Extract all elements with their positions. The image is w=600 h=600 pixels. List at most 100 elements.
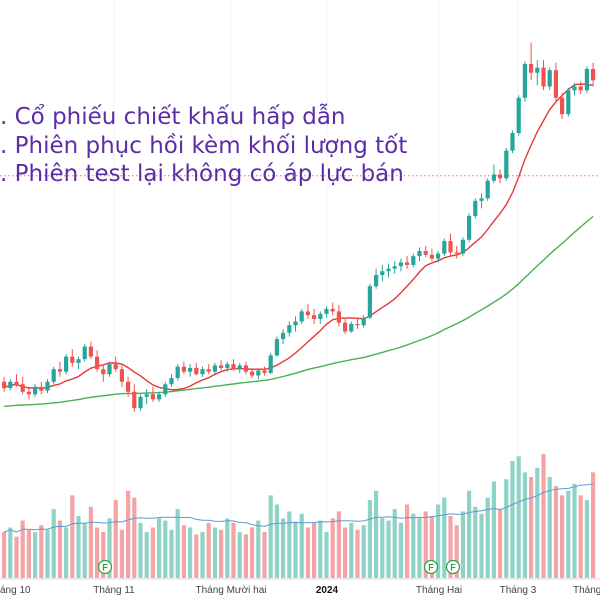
volume-bar <box>88 506 93 578</box>
volume-bar <box>460 511 465 578</box>
event-flag-3[interactable]: F <box>445 559 461 575</box>
candle-body <box>181 366 186 372</box>
candle-body <box>591 68 596 81</box>
volume-bar <box>293 522 298 578</box>
volume-bar <box>529 476 534 578</box>
volume-bar <box>336 511 341 578</box>
volume-bar <box>473 506 478 578</box>
candle-body <box>324 308 329 314</box>
candle-body <box>64 356 69 372</box>
volume-bar <box>70 495 75 578</box>
volume-bar <box>380 518 385 578</box>
candle-body <box>498 174 503 179</box>
volume-bar <box>231 522 236 578</box>
volume-bar <box>64 527 69 578</box>
volume-bar <box>76 516 81 578</box>
candle-body <box>138 396 143 409</box>
candle-body <box>479 198 484 201</box>
volume-bar <box>491 481 496 578</box>
candle-body <box>547 70 552 87</box>
volume-bar <box>330 518 335 578</box>
candle-body <box>541 67 546 87</box>
volume-bar <box>144 532 149 578</box>
candle-body <box>169 377 174 385</box>
volume-bar <box>107 518 112 578</box>
volume-bar <box>250 527 255 578</box>
candle-body <box>126 381 131 392</box>
candle-body <box>51 369 56 382</box>
volume-bar <box>318 520 323 578</box>
volume-bar <box>26 529 31 578</box>
candle-body <box>553 70 558 98</box>
candle-body <box>113 364 118 370</box>
volume-bar <box>119 529 124 578</box>
candle-body <box>535 67 540 73</box>
candle-body <box>45 381 50 391</box>
volume-bar <box>504 479 509 578</box>
candle-body <box>392 266 397 269</box>
candle-body <box>423 251 428 255</box>
volume-bar <box>485 497 490 578</box>
candle-body <box>355 323 360 326</box>
candle-body <box>417 251 422 257</box>
candle-body <box>119 369 124 382</box>
volume-bars <box>1 454 596 578</box>
event-flag-2[interactable]: F <box>423 559 439 575</box>
annotation-1: . Cổ phiếu chiết khấu hấp dẫn <box>0 102 346 130</box>
volume-bar <box>535 467 540 578</box>
candlesticks <box>1 42 596 412</box>
candle-body <box>343 322 348 332</box>
volume-bar <box>163 520 168 578</box>
volume-bar <box>572 483 577 578</box>
candle-body <box>522 63 527 98</box>
candle-body <box>349 323 354 332</box>
candle-body <box>200 369 205 375</box>
candle-body <box>76 359 81 363</box>
candle-body <box>20 384 25 392</box>
candle-body <box>225 364 230 368</box>
candle-body <box>485 180 490 199</box>
volume-bar <box>188 527 193 578</box>
event-flag-1[interactable]: F <box>97 559 113 575</box>
volume-bar <box>361 525 366 578</box>
volume-bar <box>479 513 484 578</box>
ma-short-line <box>3 83 594 391</box>
volume-bar <box>436 504 441 578</box>
candle-body <box>101 369 106 375</box>
volume-bar <box>219 529 224 578</box>
volume-bar <box>212 527 217 578</box>
volume-bar <box>312 522 317 578</box>
candle-body <box>336 311 341 323</box>
candle-body <box>8 381 13 389</box>
ma-long-line <box>4 215 594 408</box>
candle-body <box>429 254 434 259</box>
candle-body <box>305 311 310 316</box>
candle-body <box>361 317 366 326</box>
x-tick-label: Tháng 11 <box>93 585 135 596</box>
flag-icon: F <box>102 563 108 573</box>
candle-body <box>312 315 317 319</box>
volume-bar <box>374 490 379 578</box>
candle-body <box>491 174 496 181</box>
candle-body <box>250 371 255 376</box>
volume-bar <box>138 522 143 578</box>
volume-bar <box>584 499 589 578</box>
volume-bar <box>20 520 25 578</box>
candle-body <box>150 394 155 400</box>
volume-bar <box>560 495 565 578</box>
candle-body <box>367 286 372 318</box>
candle-body <box>219 365 224 368</box>
candle-body <box>374 274 379 287</box>
volume-bar <box>256 520 261 578</box>
candle-body <box>157 394 162 400</box>
volume-bar <box>95 527 100 578</box>
volume-bar <box>448 516 453 578</box>
volume-bar <box>51 509 56 578</box>
candle-body <box>88 346 93 357</box>
volume-bar <box>522 472 527 578</box>
volume-bar <box>498 509 503 578</box>
candle-body <box>516 97 521 134</box>
x-tick-label: Tháng Mười hai <box>195 585 266 596</box>
candle-body <box>1 381 7 389</box>
candle-body <box>436 253 441 259</box>
